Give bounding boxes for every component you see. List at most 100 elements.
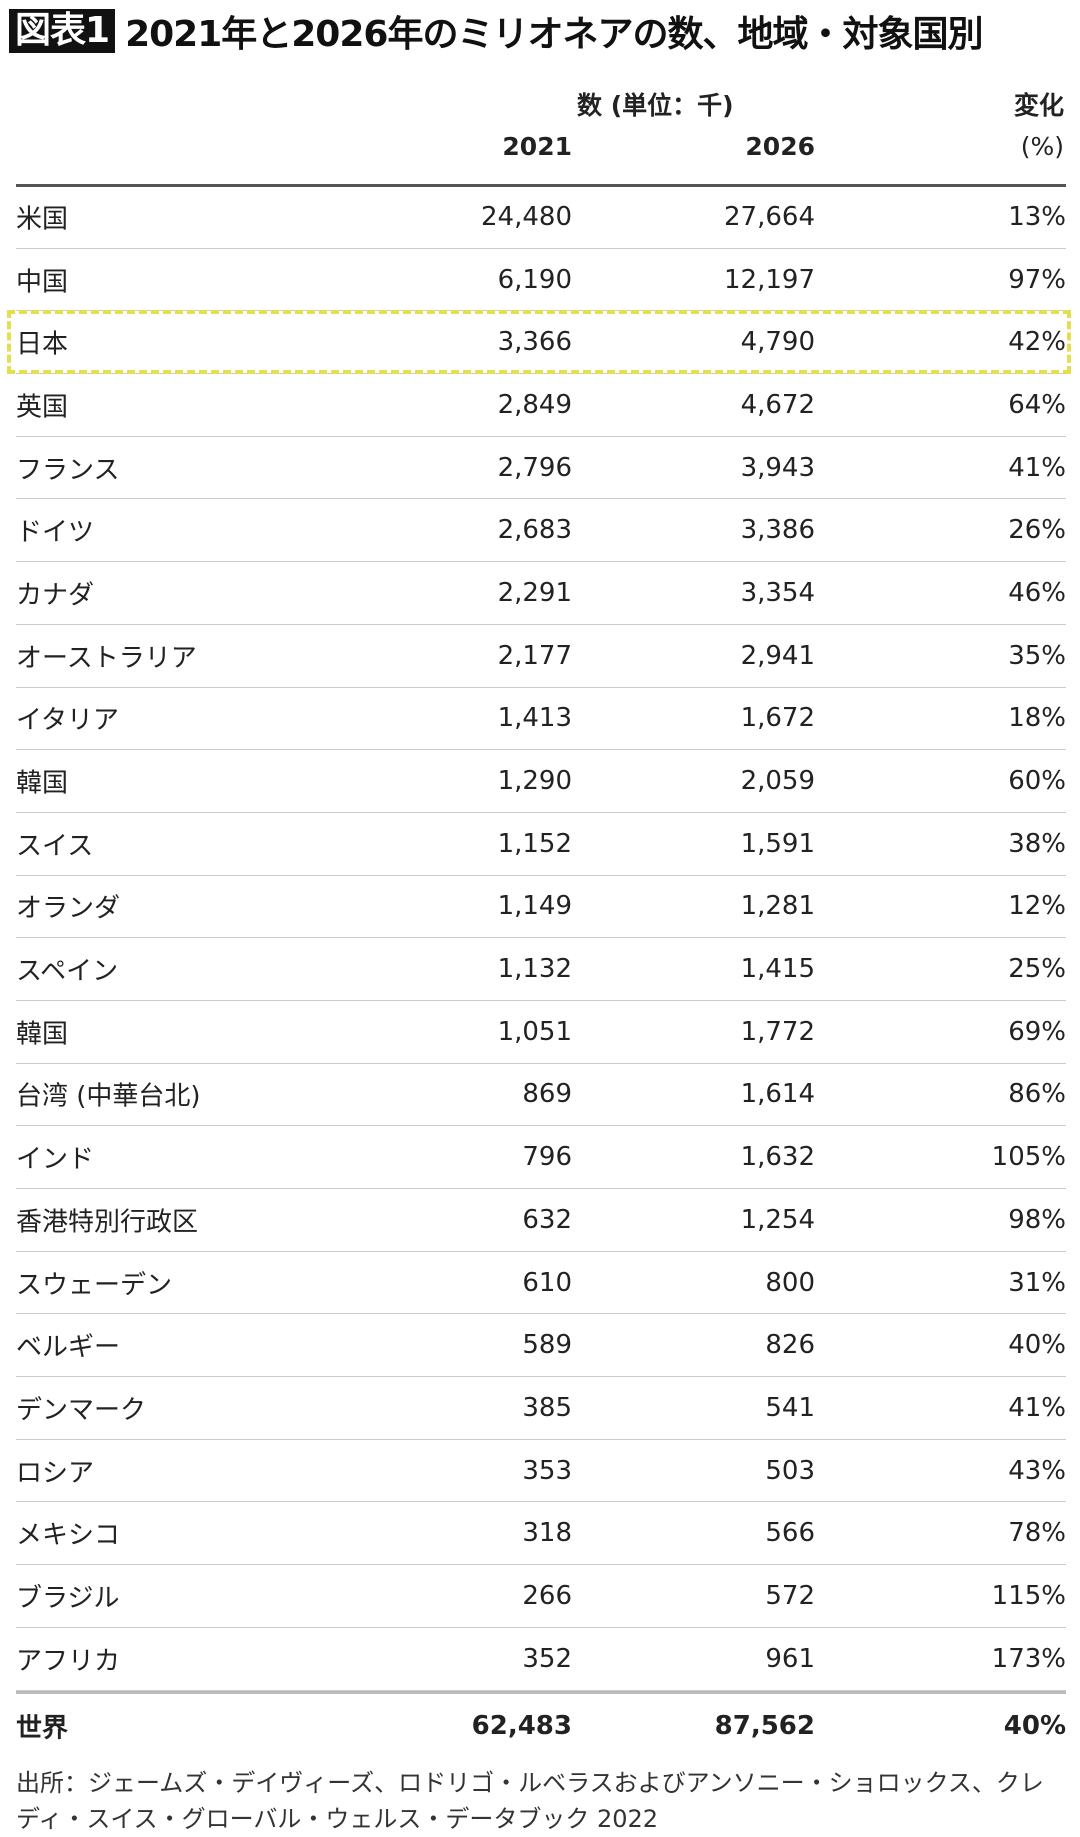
figure-badge: 図表1 [9,9,116,53]
table-row: 米国 24,480 27,664 13% [16,186,1066,249]
value-2021: 869 [522,1079,572,1110]
change-pct: 41% [1008,1392,1066,1423]
change-pct: 98% [1008,1204,1066,1235]
table-row: ドイツ 2,683 3,386 26% [16,499,1066,563]
value-2026: 12,197 [724,264,815,295]
table-row: ブラジル 266 572 115% [16,1565,1066,1628]
country-name: フランス [16,455,120,486]
country-name: オランダ [16,893,121,924]
value-2021: 796 [522,1142,572,1173]
value-2026: 541 [765,1392,815,1423]
table-row: スペイン 1,132 1,415 25% [16,938,1066,1001]
change-pct: 97% [1008,264,1066,295]
country-name: オーストラリア [16,643,197,674]
table-row: アフリカ 352 961 173% [16,1628,1066,1691]
value-2021: 610 [522,1267,572,1298]
table-row: デンマーク 385 541 41% [16,1377,1066,1440]
country-name: ロシア [16,1458,95,1489]
value-2026: 1,415 [740,954,815,985]
change-pct: 105% [991,1142,1066,1173]
table-body: 米国 24,480 27,664 13% 中国 6,190 12,197 97% 日本 3,366… [16,186,1066,1691]
value-2021: 589 [522,1330,572,1361]
country-name: スウェーデン [16,1270,173,1301]
header-change: 変化 [1013,91,1064,120]
table-row: 韓国 1,290 2,059 60% [16,750,1066,813]
value-2026: 800 [765,1267,815,1298]
value-2026: 1,672 [740,703,815,734]
value-2021: 632 [522,1204,572,1235]
value-2021: 266 [522,1580,572,1611]
table-row: スイス 1,152 1,591 38% [16,813,1066,876]
value-2021: 1,132 [497,954,572,985]
country-name: 台湾 (中華台北) [16,1081,201,1112]
figure-title: 図表1 2021年と2026年のミリオネアの数、地域・対象国別 [9,8,983,55]
total-divider [16,1691,1066,1694]
change-pct: 115% [991,1580,1066,1611]
country-name: ドイツ [16,517,95,548]
value-2021: 2,796 [497,452,572,483]
change-pct: 69% [1008,1016,1066,1047]
country-name: 韓国 [16,1019,69,1050]
table-row: ベルギー 589 826 40% [16,1314,1066,1378]
value-2021: 2,177 [497,640,572,671]
country-name: ベルギー [16,1332,121,1363]
value-2026: 3,354 [740,577,815,608]
value-2026: 1,772 [740,1016,815,1047]
country-name: 香港特別行政区 [16,1207,199,1238]
country-name: 韓国 [16,768,69,799]
title-text: 2021年と2026年のミリオネアの数、地域・対象国別 [125,14,983,55]
change-pct: 46% [1008,577,1066,608]
value-2026: 2,941 [740,640,815,671]
header-divider [16,184,1066,187]
value-2026: 3,943 [740,452,815,483]
change-pct: 64% [1008,389,1066,420]
table-row: イタリア 1,413 1,672 18% [16,688,1066,751]
country-name: デンマーク [16,1395,147,1426]
value-2021: 3,366 [497,327,572,358]
table-row: カナダ 2,291 3,354 46% [16,562,1066,625]
value-2026: 503 [765,1455,815,1486]
country-name: スペイン [16,956,119,987]
source-note: 出所：ジェームズ・デイヴィーズ、ロドリゴ・ルベラスおよびアンソニー・ショロックス… [16,1769,1044,1833]
value-2026: 27,664 [724,201,815,232]
country-name: 米国 [16,204,69,235]
country-name: カナダ [16,580,95,611]
change-pct: 25% [1008,954,1066,985]
table-row: ロシア 353 503 43% [16,1440,1066,1503]
change-pct: 41% [1008,452,1066,483]
change-pct: 12% [1008,891,1066,922]
table-row: オーストラリア 2,177 2,941 35% [16,625,1066,688]
header-count-group: 数 (単位：千) [577,91,734,120]
change-pct: 31% [1008,1267,1066,1298]
header-pct: (%) [1020,132,1064,161]
value-2026: 572 [765,1580,815,1611]
value-2026: 1,591 [740,828,815,859]
value-2021: 318 [522,1518,572,1549]
value-2021: 2,683 [497,515,572,546]
value-2021: 1,149 [497,891,572,922]
value-2021: 1,413 [497,703,572,734]
change-pct: 86% [1008,1079,1066,1110]
value-2021: 385 [522,1392,572,1423]
table-row: 台湾 (中華台北) 869 1,614 86% [16,1064,1066,1127]
total-row: 世界 62,483 87,562 40% [16,1695,1066,1757]
total-name: 世界 [16,1713,69,1744]
table-row: スウェーデン 610 800 31% [16,1252,1066,1315]
value-2026: 1,281 [740,891,815,922]
change-pct: 42% [1008,327,1066,358]
value-2021: 1,051 [497,1016,572,1047]
country-name: イタリア [16,705,119,736]
total-2021: 62,483 [471,1711,572,1741]
change-pct: 13% [1008,201,1066,232]
table-row: 中国 6,190 12,197 97% [16,249,1066,312]
country-name: インド [16,1144,95,1175]
value-2021: 352 [522,1643,572,1674]
value-2026: 1,614 [740,1079,815,1110]
value-2021: 2,849 [497,389,572,420]
header-2021: 2021 [502,132,572,161]
country-name: 中国 [16,267,69,298]
table-row: メキシコ 318 566 78% [16,1502,1066,1566]
table-row: 香港特別行政区 632 1,254 98% [16,1189,1066,1252]
country-name: メキシコ [16,1520,121,1551]
country-name: ブラジル [16,1583,120,1614]
